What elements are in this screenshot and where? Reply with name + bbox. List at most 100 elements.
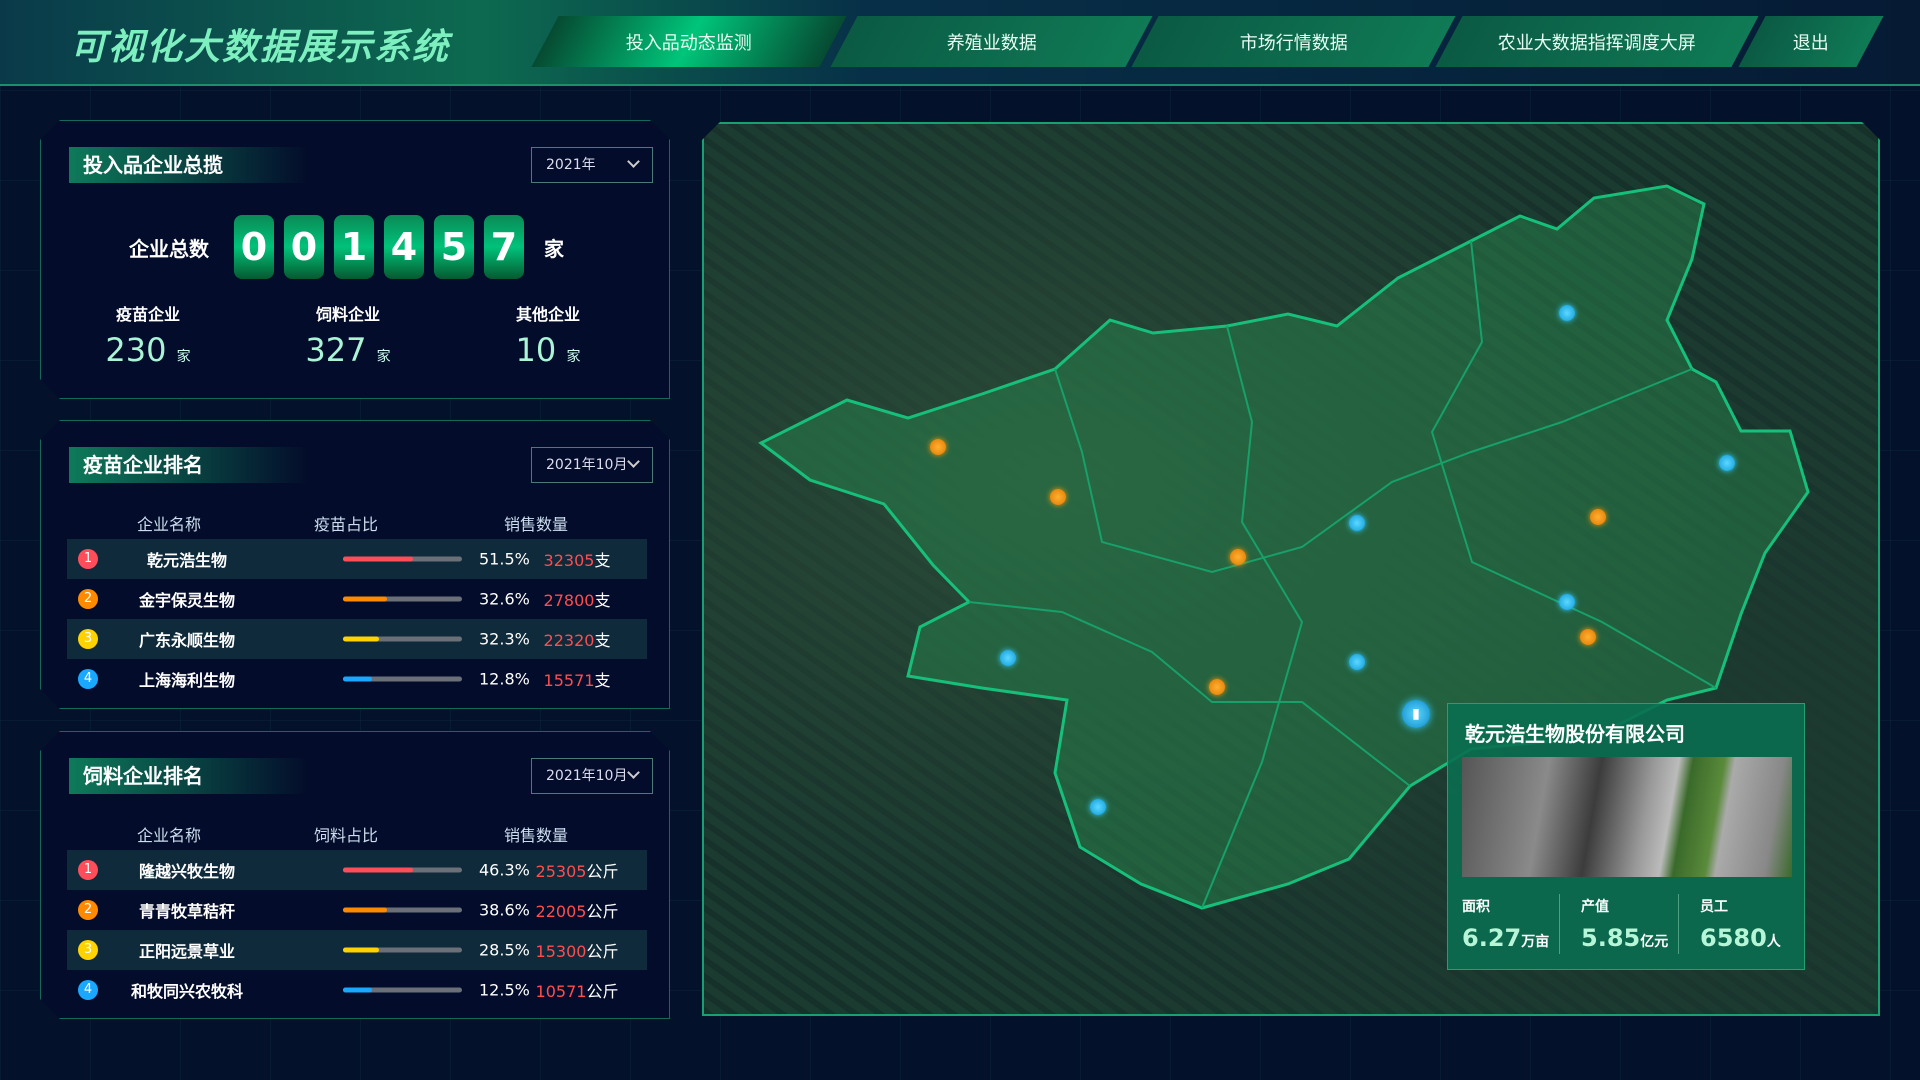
select-value: 2021年10月 (546, 457, 628, 473)
divider (1678, 894, 1679, 954)
map-marker-orange[interactable] (1209, 679, 1225, 695)
sales-unit: 支 (594, 631, 611, 650)
panel-title: 疫苗企业排名 (69, 447, 309, 483)
tab-breeding-data[interactable]: 养殖业数据 (830, 16, 1153, 67)
tab-label: 养殖业数据 (946, 32, 1037, 54)
sales-unit: 公斤 (586, 902, 619, 921)
table-row[interactable]: 1 乾元浩生物 51.5% 32305支 (67, 539, 647, 579)
company-name: 广东永顺生物 (138, 631, 235, 650)
column-header: 饲料占比 (314, 826, 379, 845)
company-photo (1462, 757, 1792, 877)
stat-unit: 人 (1766, 934, 1781, 950)
map-marker-orange[interactable] (930, 439, 946, 455)
map-marker-blue[interactable] (1559, 594, 1575, 610)
column-header: 疫苗占比 (314, 515, 379, 534)
month-select[interactable]: 2021年10月 (531, 447, 653, 483)
district-boundary (1432, 241, 1716, 688)
sales-unit: 公斤 (586, 942, 619, 961)
tab-command-screen[interactable]: 农业大数据指挥调度大屏 (1435, 16, 1759, 67)
sales-quantity: 10571公斤 (517, 978, 637, 1002)
company-name: 隆越兴牧生物 (138, 862, 235, 881)
table-row[interactable]: 3 广东永顺生物 32.3% 22320支 (67, 619, 647, 659)
building-marker-icon[interactable]: ▮ (1402, 700, 1430, 728)
counter-digit: 4 (384, 215, 424, 279)
table-row[interactable]: 4 上海海利生物 12.8% 15571支 (67, 659, 647, 699)
map-marker-blue[interactable] (1719, 455, 1735, 471)
total-unit: 家 (544, 237, 564, 261)
rank-badge: 2 (78, 900, 98, 920)
stat-value: 10 家 (468, 331, 628, 369)
chevron-down-icon (627, 155, 640, 168)
rank-badge: 3 (78, 629, 98, 649)
table-row[interactable]: 3 正阳远景草业 28.5% 15300公斤 (67, 930, 647, 970)
tab-market-data[interactable]: 市场行情数据 (1131, 16, 1456, 67)
stat-label: 员工 (1700, 899, 1728, 915)
sales-unit: 公斤 (586, 862, 619, 881)
column-header: 销售数量 (504, 515, 569, 534)
sales-unit: 支 (594, 551, 611, 570)
share-percent: 46.3% (479, 860, 530, 880)
company-stat: 产值 5.85亿元 (1581, 896, 1691, 952)
map-marker-orange[interactable] (1590, 509, 1606, 525)
rank-badge: 4 (78, 980, 98, 1000)
map-marker-blue[interactable] (1559, 305, 1575, 321)
share-percent: 51.5% (479, 549, 530, 569)
share-bar (343, 597, 462, 602)
table-row[interactable]: 2 青青牧草秸秆 38.6% 22005公斤 (67, 890, 647, 930)
share-percent: 28.5% (479, 940, 530, 960)
map-marker-orange[interactable] (1050, 489, 1066, 505)
share-percent: 12.5% (479, 980, 530, 1000)
tab-input-monitoring[interactable]: 投入品动态监测 (531, 16, 847, 67)
stat-number: 327 (305, 331, 367, 369)
share-bar (343, 908, 462, 913)
share-percent: 32.3% (479, 629, 530, 649)
sales-number: 22320 (543, 631, 595, 650)
counter-digit: 1 (334, 215, 374, 279)
counter-digit: 5 (434, 215, 474, 279)
stat-label: 饲料企业 (315, 305, 380, 324)
month-select[interactable]: 2021年10月 (531, 758, 653, 794)
table-row[interactable]: 4 和牧同兴农牧科 12.5% 10571公斤 (67, 970, 647, 1010)
map-marker-orange[interactable] (1230, 549, 1246, 565)
map-marker-blue[interactable] (1000, 650, 1016, 666)
sales-unit: 支 (594, 591, 611, 610)
stat-item: 饲料企业 327 家 (268, 301, 428, 369)
sales-unit: 支 (594, 671, 611, 690)
district-boundary (1202, 326, 1302, 908)
stat-label: 疫苗企业 (115, 305, 180, 324)
district-boundary (1055, 369, 1692, 572)
company-name: 青青牧草秸秆 (138, 902, 235, 921)
sales-unit: 公斤 (586, 982, 619, 1001)
company-name: 金宇保灵生物 (138, 591, 235, 610)
map-marker-orange[interactable] (1580, 629, 1596, 645)
share-bar (343, 948, 462, 953)
column-header: 销售数量 (504, 826, 569, 845)
district-boundary (969, 602, 1410, 786)
share-bar-fill (343, 868, 413, 873)
map-marker-blue[interactable] (1090, 799, 1106, 815)
share-bar-fill (343, 948, 379, 953)
share-bar (343, 868, 462, 873)
share-bar-fill (343, 637, 379, 642)
share-bar (343, 677, 462, 682)
sales-quantity: 27800支 (517, 587, 637, 611)
company-name: 乾元浩生物股份有限公司 (1465, 722, 1685, 746)
table-row[interactable]: 1 隆越兴牧生物 46.3% 25305公斤 (67, 850, 647, 890)
map-marker-blue[interactable] (1349, 515, 1365, 531)
sales-quantity: 22320支 (517, 627, 637, 651)
year-select[interactable]: 2021年 (531, 147, 653, 183)
stat-unit: 家 (376, 349, 391, 365)
sales-number: 22005 (535, 902, 587, 921)
stat-number: 230 (105, 331, 167, 369)
share-bar-fill (343, 908, 387, 913)
sales-number: 15571 (543, 671, 595, 690)
map-marker-blue[interactable] (1349, 654, 1365, 670)
sales-quantity: 22005公斤 (517, 898, 637, 922)
panel-title: 饲料企业排名 (69, 758, 309, 794)
sales-number: 15300 (535, 942, 587, 961)
table-row[interactable]: 2 金宇保灵生物 32.6% 27800支 (67, 579, 647, 619)
company-info-card: 乾元浩生物股份有限公司 面积 6.27万亩 产值 5.85亿元 员工 6580人 (1447, 703, 1805, 970)
app-title: 可视化大数据展示系统 (70, 27, 451, 68)
column-header: 企业名称 (137, 826, 202, 845)
stat-number: 5.85 (1581, 924, 1641, 952)
